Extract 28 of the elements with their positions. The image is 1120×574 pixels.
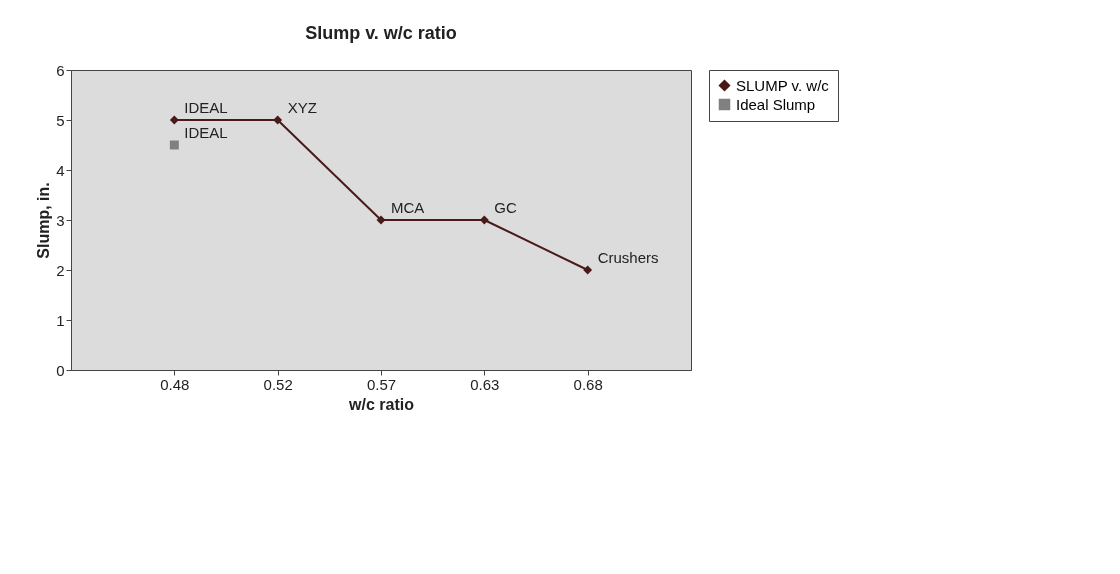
- y-tick-label: 1: [56, 311, 65, 329]
- x-tick-label: 0.48: [160, 375, 190, 393]
- point: [376, 215, 386, 225]
- legend-label: Ideal Slump: [736, 95, 816, 113]
- point: [583, 265, 593, 275]
- annotation: Crushers: [597, 249, 659, 266]
- x-tick-label: 0.52: [263, 375, 293, 393]
- y-tick-label: 0: [56, 361, 65, 379]
- y-axis-title: Slump, in.: [35, 182, 53, 259]
- x-tick-label: 0.57: [366, 375, 397, 393]
- legend-label: SLUMP v. w/c: [736, 76, 830, 94]
- x-axis-title: w/c ratio: [348, 395, 415, 413]
- point: [169, 140, 179, 150]
- point: [273, 115, 283, 125]
- annotation: GC: [494, 199, 517, 216]
- chart-title: Slump v. w/c ratio: [305, 23, 457, 43]
- y-tick-label: 3: [56, 211, 65, 229]
- y-tick-label: 5: [56, 111, 65, 129]
- annotation: MCA: [391, 199, 425, 216]
- x-tick-label: 0.68: [573, 375, 603, 393]
- y-tick-label: 6: [56, 61, 65, 79]
- annotation: IDEAL: [184, 124, 228, 141]
- y-tick-label: 4: [56, 161, 65, 179]
- annotation: IDEAL: [184, 99, 228, 116]
- x-tick-label: 0.63: [470, 375, 500, 393]
- annotation: XYZ: [287, 99, 317, 116]
- y-tick-label: 2: [56, 261, 65, 279]
- point: [169, 115, 179, 125]
